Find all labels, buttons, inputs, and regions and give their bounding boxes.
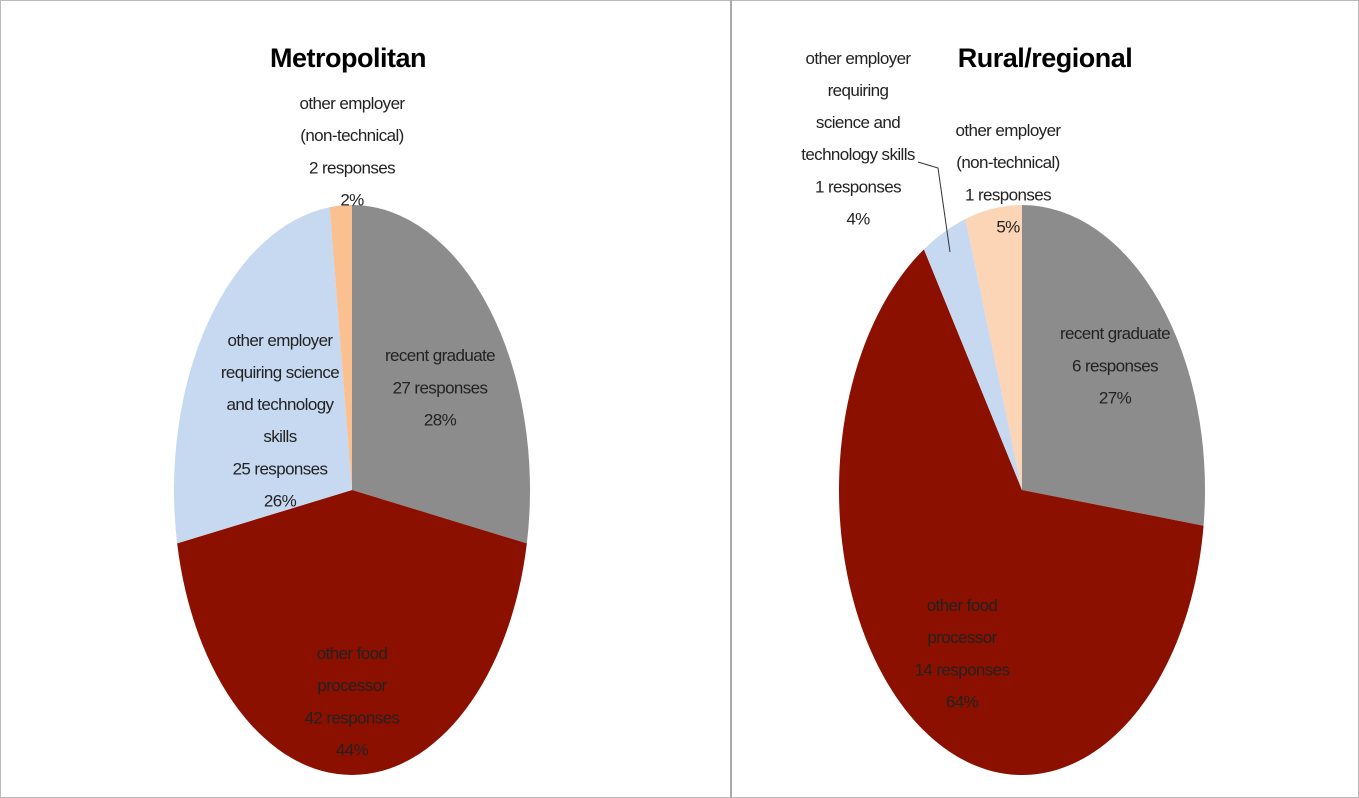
slice-label: other food processor <box>927 596 998 647</box>
slice-label: other food processor <box>317 644 388 695</box>
leader-line <box>917 161 951 253</box>
chart-title: Rural/regional <box>958 43 1133 73</box>
value-label: 44% <box>336 740 369 759</box>
value-label: 5% <box>996 217 1020 236</box>
pie-slice <box>923 218 1022 490</box>
pie-slice <box>329 205 352 490</box>
pie-slice <box>352 205 530 544</box>
count-label: 25 responses <box>233 459 328 478</box>
pie-slice <box>839 249 1204 776</box>
slice-label: recent graduate <box>1060 324 1170 343</box>
value-label: 4% <box>846 209 870 228</box>
slice-label: recent graduate <box>385 346 495 365</box>
slice-label: other employer requiring science and techno… <box>801 49 915 164</box>
value-label: 64% <box>946 692 979 711</box>
pie-slice <box>177 490 527 776</box>
count-label: 2 responses <box>309 158 395 177</box>
pie-slice <box>1022 205 1205 526</box>
pie-slice <box>965 205 1022 490</box>
count-label: 42 responses <box>305 708 400 727</box>
pie-slice <box>173 207 352 544</box>
value-label: 26% <box>264 491 297 510</box>
slice-label: other employer (non-technical) <box>300 94 406 145</box>
count-label: 1 responses <box>815 177 901 196</box>
value-label: 28% <box>424 410 457 429</box>
count-label: 1 responses <box>965 185 1051 204</box>
count-label: 14 responses <box>915 660 1010 679</box>
count-label: 6 responses <box>1072 356 1158 375</box>
count-label: 27 responses <box>393 378 488 397</box>
chart-title: Metropolitan <box>270 43 426 73</box>
slice-label: other employer (non-technical) <box>956 121 1062 172</box>
value-label: 2% <box>340 190 364 209</box>
slice-label: other employer requiring science and techn… <box>221 331 339 446</box>
value-label: 27% <box>1099 388 1132 407</box>
